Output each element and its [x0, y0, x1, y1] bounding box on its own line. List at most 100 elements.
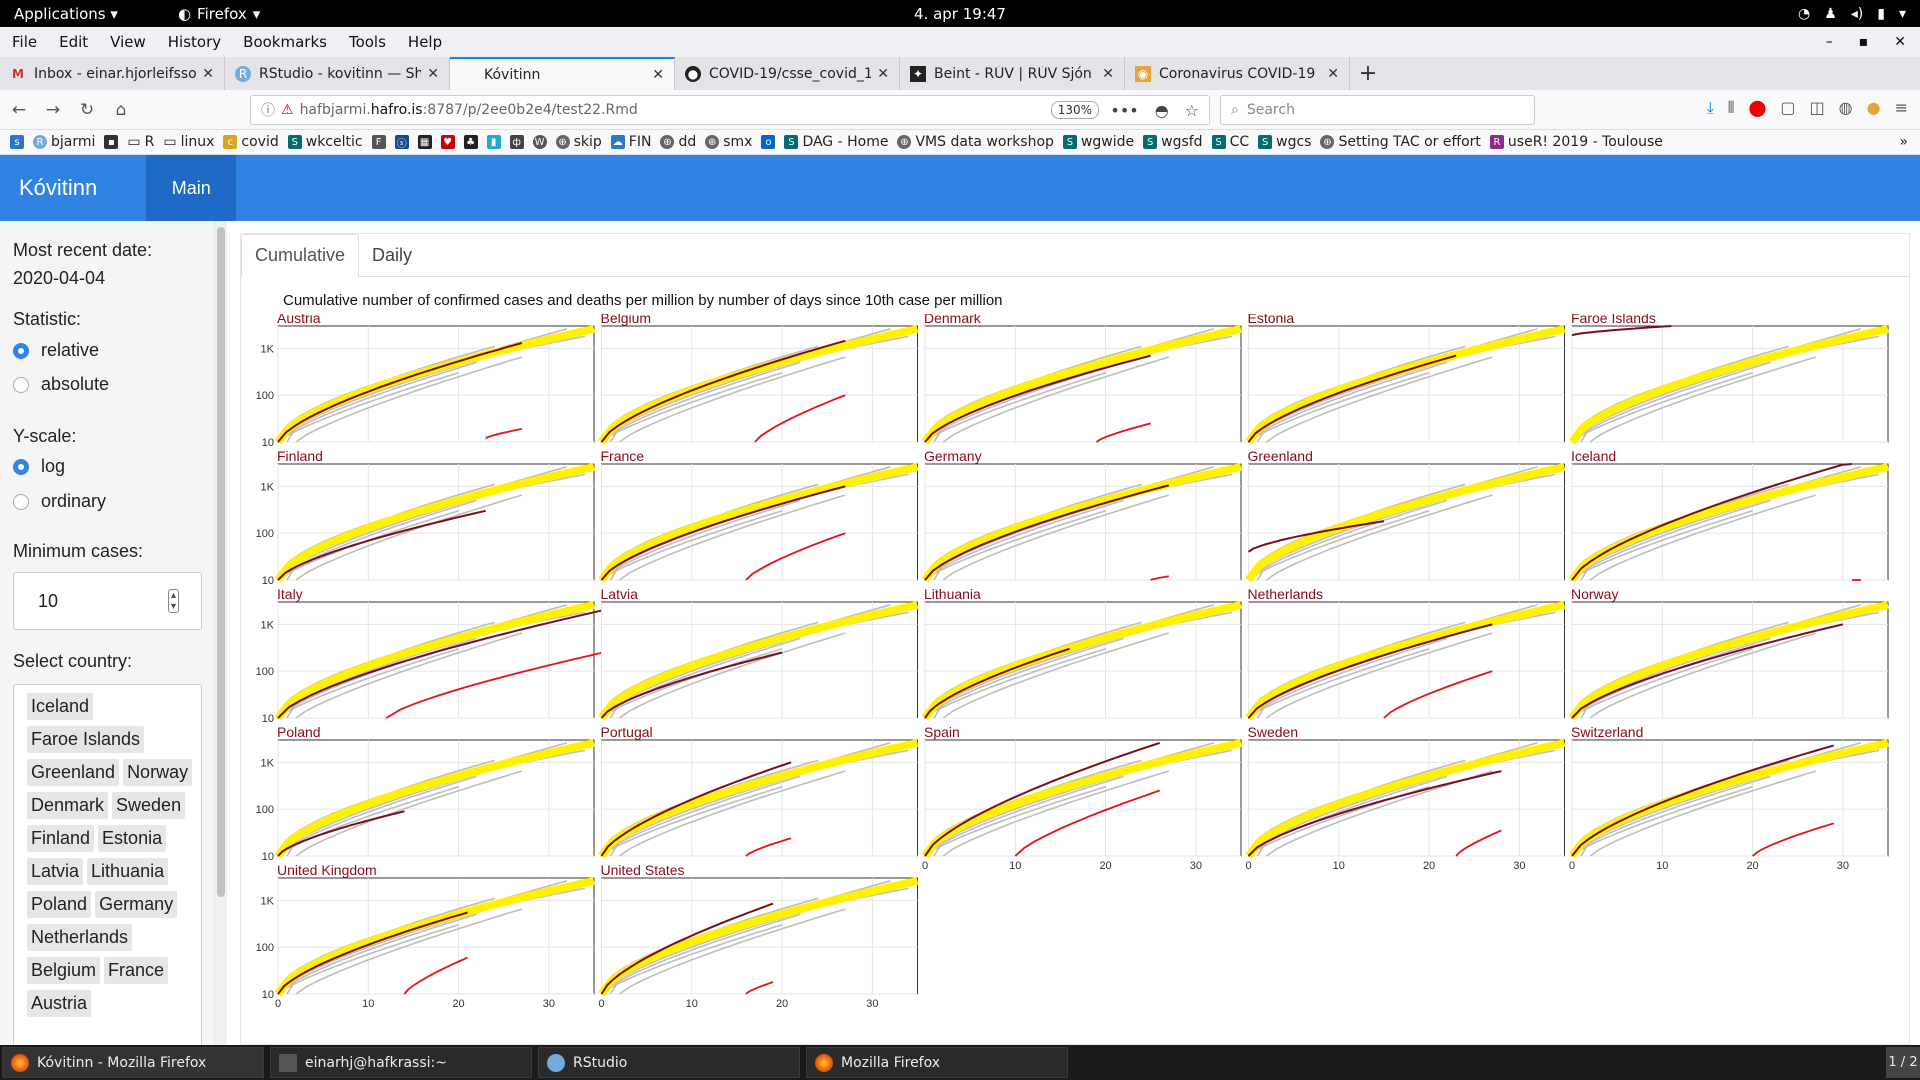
bookmark-item[interactable]: s [10, 135, 24, 149]
pocket-icon[interactable]: ◓ [1154, 100, 1169, 120]
forward-icon[interactable]: → [45, 99, 61, 120]
country-chip-estonia[interactable]: Estonia [98, 825, 167, 852]
tab-github[interactable]: ● COVID-19/csse_covid_19 ✕ [675, 57, 900, 90]
close-tab-icon[interactable]: ✕ [652, 66, 664, 83]
country-chip-france[interactable]: France [104, 957, 169, 984]
workspace-pager[interactable]: 1 / 2 [1886, 1047, 1920, 1078]
country-chip-faroe-islands[interactable]: Faroe Islands [27, 726, 145, 753]
bookmark-item[interactable]: o [761, 135, 776, 149]
bookmarks-overflow-icon[interactable]: » [1899, 134, 1908, 150]
menu-view[interactable]: View [110, 33, 146, 51]
country-chip-norway[interactable]: Norway [123, 759, 193, 786]
menu-file[interactable]: File [12, 33, 38, 51]
app-brand[interactable]: Kóvitinn [19, 175, 98, 200]
bookmark-item[interactable]: ⊕ skip [555, 134, 602, 150]
menu-bookmarks[interactable]: Bookmarks [243, 33, 327, 51]
spinner-icon[interactable]: ▴ ▾ [167, 589, 179, 613]
bookmark-star-icon[interactable]: ☆ [1184, 100, 1199, 120]
bookmark-item[interactable]: ♥ [440, 135, 455, 149]
country-chip-finland[interactable]: Finland [27, 825, 95, 852]
back-icon[interactable]: ← [11, 99, 27, 120]
firefox-app-menu[interactable]: ◐ Firefox ▾ [177, 4, 261, 23]
bookmark-item[interactable]: ▦ [417, 135, 432, 149]
bookmark-item[interactable]: ⊕ dd [660, 134, 696, 150]
country-chip-germany[interactable]: Germany [95, 891, 178, 918]
tab-arcgis[interactable]: ◉ Coronavirus COVID-19 (2 ✕ [1125, 57, 1350, 90]
extension-icon[interactable]: ● [1866, 98, 1881, 117]
statistic-absolute-radio[interactable]: absolute [13, 374, 109, 395]
hamburger-menu-icon[interactable]: ≡ [1894, 98, 1908, 117]
bookmark-folder[interactable]: ▭ linux [163, 134, 215, 150]
bookmark-item[interactable]: ⊕ smx [705, 134, 752, 150]
bookmark-item[interactable]: ⊕ VMS data workshop [897, 134, 1054, 150]
new-tab-button[interactable]: + [1358, 61, 1378, 86]
close-tab-icon[interactable]: ✕ [202, 65, 214, 82]
tab-rstudio[interactable]: R RStudio - kovitinn — Shi ✕ [225, 57, 450, 90]
menu-edit[interactable]: Edit [59, 33, 89, 51]
tab-cumulative[interactable]: Cumulative [241, 234, 360, 277]
country-chip-greenland[interactable]: Greenland [27, 759, 120, 786]
close-tab-icon[interactable]: ✕ [427, 65, 439, 82]
bookmark-item[interactable]: S CC [1211, 134, 1249, 150]
country-chip-belgium[interactable]: Belgium [27, 957, 101, 984]
applications-menu[interactable]: Applications ▾ [14, 4, 118, 23]
yscale-ordinary-radio[interactable]: ordinary [13, 491, 106, 512]
menu-tools[interactable]: Tools [348, 33, 386, 51]
bookmark-item[interactable]: W [532, 135, 547, 149]
taskbar-terminal[interactable]: einarhj@hafkrassi:~ [270, 1047, 532, 1078]
container-icon[interactable]: ▢ [1780, 98, 1796, 117]
system-clock[interactable]: 4. apr 19:47 [914, 4, 1006, 23]
search-input[interactable]: ⌕ Search [1220, 95, 1535, 125]
sidebar-icon[interactable]: ◫ [1809, 98, 1825, 117]
bookmark-item[interactable]: ⓢ [394, 135, 409, 150]
library-icon[interactable]: ⫴ [1727, 98, 1735, 117]
menu-help[interactable]: Help [407, 33, 443, 51]
sidebar-scrollbar[interactable] [215, 221, 227, 1045]
adblock-icon[interactable]: ⬤ [1748, 98, 1767, 117]
url-text[interactable]: hafbjarmi.hafro.is:8787/p/2ee0b2e4/test2… [299, 102, 638, 118]
country-chip-sweden[interactable]: Sweden [112, 792, 186, 819]
bookmark-item[interactable]: F [371, 135, 386, 149]
bookmark-item[interactable]: ♣ [463, 135, 478, 149]
taskbar-rstudio[interactable]: RStudio [538, 1047, 800, 1078]
bookmark-item[interactable]: ☁ FIN [610, 134, 652, 150]
taskbar-firefox-kovitinn[interactable]: Kóvitinn - Mozilla Firefox [2, 1047, 264, 1078]
close-window-icon[interactable]: ✕ [1894, 34, 1906, 50]
statistic-relative-radio[interactable]: relative [13, 340, 99, 361]
taskbar-firefox[interactable]: Mozilla Firefox [806, 1047, 1068, 1078]
bookmark-folder[interactable]: ▭ R [127, 134, 155, 150]
yscale-log-radio[interactable]: log [13, 456, 65, 477]
tab-ruv[interactable]: ✦ Beint - RÚV | RÚV Sjón ✕ [900, 57, 1125, 90]
country-chip-poland[interactable]: Poland [27, 891, 92, 918]
country-chip-netherlands[interactable]: Netherlands [27, 924, 133, 951]
zoom-indicator[interactable]: 130% [1050, 101, 1099, 119]
maximize-icon[interactable]: ▪ [1858, 34, 1869, 50]
country-chip-latvia[interactable]: Latvia [27, 858, 84, 885]
url-bar[interactable]: ⓘ ⚠ hafbjarmi.hafro.is:8787/p/2ee0b2e4/t… [250, 95, 1210, 125]
mincases-input[interactable]: 10 ▴ ▾ [13, 572, 202, 630]
close-tab-icon[interactable]: ✕ [1102, 65, 1114, 82]
bookmark-item[interactable]: ▪ [104, 135, 119, 149]
bookmark-item[interactable]: ▮ [486, 135, 501, 149]
tab-daily[interactable]: Daily [372, 245, 413, 265]
download-icon[interactable]: ⤓ [1706, 98, 1714, 117]
system-tray[interactable]: ◔ ♟ ◂) ▮ ▾ [1798, 6, 1906, 22]
tab-kovitinn[interactable]: Kóvitinn ✕ [450, 57, 675, 90]
close-tab-icon[interactable]: ✕ [877, 65, 889, 82]
bookmark-item[interactable]: c covid [223, 134, 279, 150]
home-icon[interactable]: ⌂ [115, 99, 127, 120]
reload-icon[interactable]: ↻ [79, 99, 95, 120]
page-actions-icon[interactable]: ••• [1110, 100, 1139, 120]
country-chip-austria[interactable]: Austria [27, 990, 92, 1017]
country-chip-iceland[interactable]: Iceland [27, 693, 94, 720]
account-icon[interactable]: ◍ [1838, 98, 1853, 117]
close-tab-icon[interactable]: ✕ [1327, 65, 1339, 82]
nav-main-tab[interactable]: Main [146, 155, 237, 221]
country-chip-denmark[interactable]: Denmark [27, 792, 109, 819]
menu-history[interactable]: History [167, 33, 222, 51]
